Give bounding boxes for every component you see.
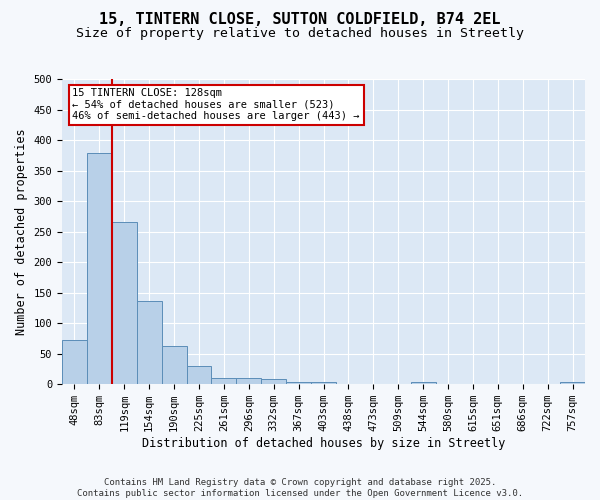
Bar xyxy=(87,154,112,384)
Y-axis label: Number of detached properties: Number of detached properties xyxy=(15,128,28,335)
Text: Contains HM Land Registry data © Crown copyright and database right 2025.
Contai: Contains HM Land Registry data © Crown c… xyxy=(77,478,523,498)
Text: 15, TINTERN CLOSE, SUTTON COLDFIELD, B74 2EL: 15, TINTERN CLOSE, SUTTON COLDFIELD, B74… xyxy=(99,12,501,28)
Bar xyxy=(560,382,585,384)
Bar xyxy=(261,378,286,384)
Bar xyxy=(112,222,137,384)
Bar xyxy=(236,378,261,384)
Bar xyxy=(161,346,187,384)
Bar xyxy=(410,382,436,384)
Text: Size of property relative to detached houses in Streetly: Size of property relative to detached ho… xyxy=(76,28,524,40)
Bar xyxy=(62,340,87,384)
Bar xyxy=(286,382,311,384)
X-axis label: Distribution of detached houses by size in Streetly: Distribution of detached houses by size … xyxy=(142,437,505,450)
Text: 15 TINTERN CLOSE: 128sqm
← 54% of detached houses are smaller (523)
46% of semi-: 15 TINTERN CLOSE: 128sqm ← 54% of detach… xyxy=(73,88,360,122)
Bar xyxy=(311,382,336,384)
Bar xyxy=(211,378,236,384)
Bar xyxy=(187,366,211,384)
Bar xyxy=(137,300,161,384)
